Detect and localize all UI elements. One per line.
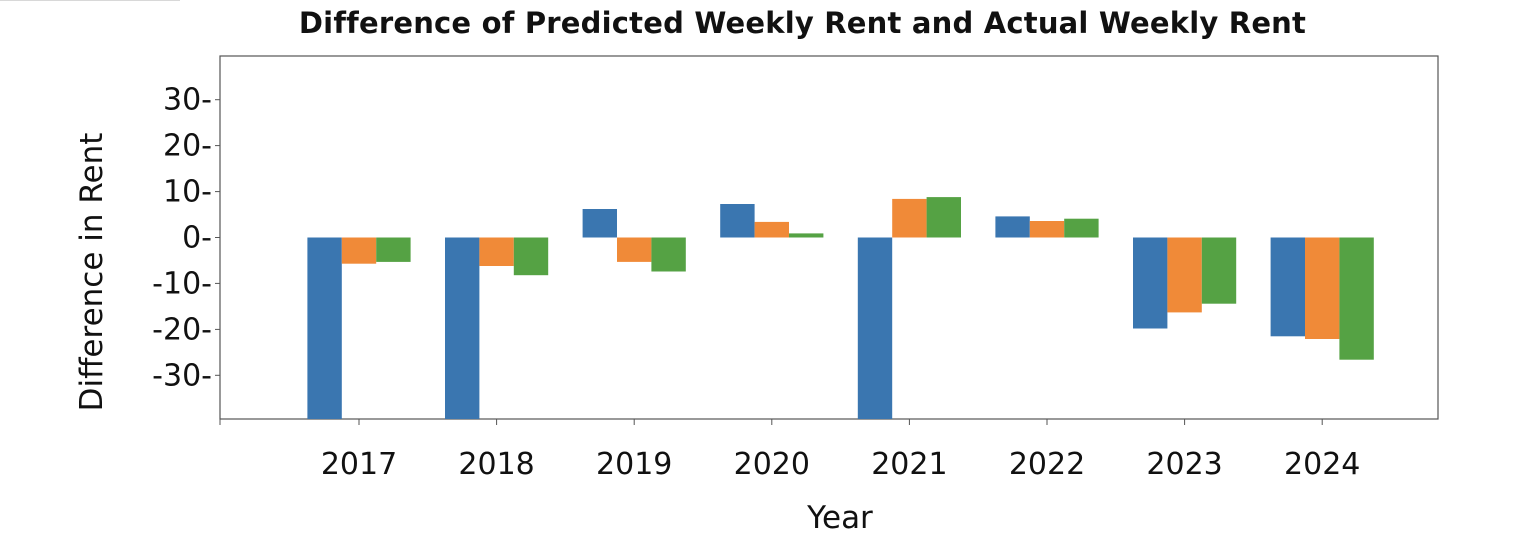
bar-2019-series-1 (582, 209, 617, 238)
bar-2017-series-2 (341, 237, 377, 264)
bar-2018-series-2 (479, 237, 514, 266)
bar-2021-series-1 (857, 237, 893, 419)
x-tick-labels: 2017 2018 2019 2020 2021 2022 2023 2024 (321, 447, 1361, 482)
x-tick-label: 2017 (321, 447, 397, 482)
y-axis-title: Difference in Rent (74, 133, 110, 412)
bar-2024-series-3 (1339, 237, 1374, 360)
bar-2017-series-1 (307, 237, 342, 419)
bar-2017-series-3 (376, 237, 411, 262)
y-tick-label: 20- (163, 129, 212, 164)
x-axis-title: Year (806, 500, 873, 536)
y-tick-label: 30- (163, 83, 212, 118)
bar-2022-series-3 (1064, 218, 1099, 238)
bar-2021-series-3 (926, 197, 961, 238)
y-tick-label: -30- (152, 358, 212, 393)
chart-title: Difference of Predicted Weekly Rent and … (298, 6, 1307, 40)
bar-marks (307, 197, 1374, 419)
bar-2023-series-2 (1167, 237, 1202, 313)
x-tick-label: 2021 (871, 447, 947, 482)
y-tick-label: -10- (152, 266, 212, 301)
x-tick-label: 2020 (734, 447, 810, 482)
bar-2018-series-1 (445, 237, 480, 419)
y-tick-label: 10- (163, 175, 212, 210)
bar-2022-series-1 (995, 216, 1030, 238)
y-axis-ticks (215, 99, 220, 376)
bar-2020-series-1 (720, 204, 755, 238)
bar-2019-series-2 (617, 237, 652, 262)
x-axis-ticks (219, 419, 1323, 425)
y-tick-label: 0- (182, 221, 212, 256)
y-tick-label: -20- (152, 312, 212, 347)
y-tick-labels: 30- 20- 10- 0- -10- -20- -30- (152, 83, 212, 394)
x-tick-label: 2022 (1009, 447, 1085, 482)
bar-2021-series-2 (892, 198, 927, 238)
top-edge-rule (0, 0, 180, 1)
bar-2018-series-3 (513, 237, 549, 276)
x-tick-label: 2024 (1284, 447, 1360, 482)
bar-2024-series-1 (1270, 237, 1305, 337)
x-tick-label: 2018 (458, 447, 534, 482)
bar-2019-series-3 (651, 237, 686, 272)
x-tick-label: 2019 (596, 447, 672, 482)
x-tick-label: 2023 (1146, 447, 1222, 482)
bar-2024-series-2 (1305, 237, 1340, 339)
bar-2022-series-2 (1029, 221, 1065, 238)
bar-2020-series-3 (789, 233, 824, 238)
bar-2020-series-2 (754, 221, 789, 238)
bar-2023-series-1 (1133, 237, 1168, 329)
bar-2023-series-3 (1201, 237, 1237, 304)
